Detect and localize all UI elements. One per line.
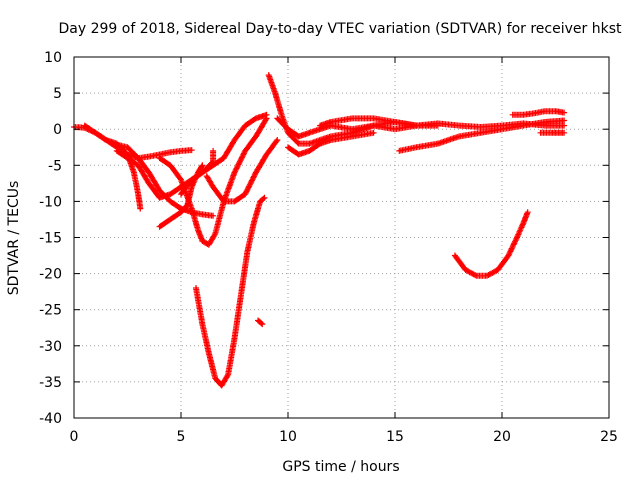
x-tick-label: 5: [177, 429, 186, 445]
y-tick-label: 5: [53, 86, 62, 102]
data-series-arc-10: [255, 317, 266, 328]
data-marker-path: [537, 129, 568, 136]
data-marker-path: [285, 129, 377, 158]
y-axis-label: SDTVAR / TECUs: [6, 181, 22, 296]
data-series-arc-2: [81, 122, 144, 212]
data-series-arc-15: [396, 117, 568, 154]
data-series-arc-8: [203, 137, 281, 205]
chart-title: Day 299 of 2018, Sidereal Day-to-day VTE…: [59, 21, 622, 37]
data-series-arc-13: [285, 129, 377, 158]
data-marker-path: [156, 162, 206, 230]
x-axis-label: GPS time / hours: [282, 459, 399, 475]
data-series-arc-16: [509, 108, 568, 118]
y-tick-label: -15: [39, 231, 62, 247]
x-tick-label: 0: [70, 429, 79, 445]
data-marker-path: [178, 111, 270, 198]
y-tick-label: -30: [39, 339, 62, 355]
y-tick-label: 10: [44, 50, 62, 66]
data-marker-path: [81, 122, 144, 212]
x-tick-label: 20: [493, 429, 511, 445]
grid-layer: [74, 57, 609, 418]
x-tick-label: 10: [279, 429, 297, 445]
y-tick-label: 0: [53, 122, 62, 138]
data-marker-path: [451, 209, 531, 279]
y-tick-label: -35: [39, 375, 62, 391]
tick-layer: 0 5 10 15 20 25 10 5 0 -5 -10 -15 -20 -25 -30 -35 -40: [39, 50, 618, 445]
y-tick-label: -10: [39, 194, 62, 210]
y-tick-label: -5: [48, 158, 62, 174]
data-series-arc-9: [193, 194, 268, 389]
data-series-arc-6: [156, 162, 206, 230]
data-series-arc-18: [451, 209, 531, 279]
x-tick-label: 25: [600, 429, 618, 445]
y-tick-label: -40: [39, 411, 62, 427]
data-layer: [71, 72, 568, 389]
y-tick-label: -25: [39, 303, 62, 319]
data-marker-path: [396, 117, 568, 154]
data-marker-path: [255, 317, 266, 328]
data-marker-path: [509, 108, 568, 118]
data-marker-path: [203, 137, 281, 205]
y-tick-label: -20: [39, 267, 62, 283]
x-tick-label: 15: [386, 429, 404, 445]
data-marker-path: [193, 194, 268, 389]
data-series-arc-7: [178, 111, 270, 198]
data-series-arc-17: [537, 129, 568, 136]
